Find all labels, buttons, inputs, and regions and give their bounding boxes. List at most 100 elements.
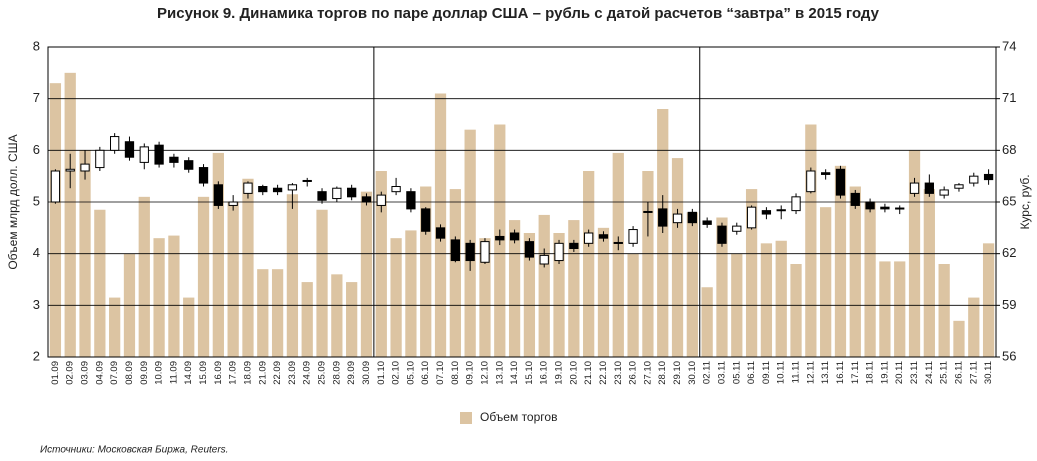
- x-tick-label: 06.11: [746, 361, 757, 384]
- bar: [583, 171, 595, 357]
- candle-body: [421, 208, 431, 232]
- bar: [316, 209, 328, 357]
- x-tick-label: 26.11: [953, 361, 964, 384]
- bar: [864, 202, 876, 357]
- y-tick-label: 8: [33, 38, 40, 53]
- bar: [538, 214, 550, 357]
- source: Источники: Московская Биржа, Reuters.: [40, 445, 228, 456]
- bar: [968, 297, 980, 357]
- y-tick-label: 6: [33, 142, 40, 157]
- x-tick-label: 30.09: [361, 361, 372, 385]
- bar: [64, 72, 76, 357]
- x-tick-label: 02.10: [391, 361, 402, 385]
- x-tick-label: 16.11: [835, 361, 846, 384]
- candle-body: [865, 201, 875, 210]
- candle-body: [347, 187, 357, 198]
- x-tick-label: 21.10: [583, 361, 594, 385]
- y2-tick-label: 62: [1002, 245, 1016, 260]
- bar: [923, 189, 935, 357]
- bar: [805, 124, 817, 357]
- x-tick-label: 16.10: [539, 361, 550, 385]
- x-tick-label: 01.10: [376, 361, 387, 385]
- x-tick-label: 20.10: [568, 361, 579, 385]
- x-tick-label: 27.10: [642, 361, 653, 385]
- bar: [612, 152, 624, 357]
- bar: [212, 152, 224, 357]
- x-tick-label: 04.09: [94, 361, 105, 385]
- x-tick-label: 03.09: [80, 361, 91, 385]
- x-tick-label: 14.09: [183, 361, 194, 385]
- bar: [420, 186, 432, 357]
- x-tick-label: 08.10: [450, 361, 461, 385]
- x-tick-label: 30.10: [687, 361, 698, 385]
- x-tick-label: 12.10: [479, 361, 490, 385]
- x-tick-label: 11.09: [168, 361, 179, 384]
- bar: [523, 233, 536, 357]
- bar: [716, 217, 728, 357]
- candle-body: [435, 227, 446, 239]
- y2-tick-label: 74: [1002, 38, 1016, 53]
- bar: [375, 171, 387, 357]
- x-tick-label: 29.10: [672, 361, 683, 385]
- x-tick-label: 22.09: [272, 361, 283, 385]
- bar: [508, 220, 521, 357]
- x-tick-label: 02.11: [702, 361, 713, 384]
- bar: [94, 209, 106, 357]
- x-tick-label: 07.09: [109, 361, 120, 385]
- candle-body: [302, 179, 312, 182]
- candle-body: [643, 210, 653, 213]
- bar: [360, 191, 373, 357]
- x-tick-label: 13.10: [494, 361, 505, 385]
- x-tick-label: 22.10: [598, 361, 609, 385]
- y2-axis-label: Курс, руб.: [1018, 174, 1032, 229]
- candle-body: [776, 209, 786, 212]
- candle-body: [554, 242, 564, 262]
- plot-frame: [47, 46, 997, 358]
- bar: [197, 196, 210, 357]
- x-tick-label: 06.10: [420, 361, 431, 385]
- bar: [138, 196, 150, 357]
- candle-body: [539, 254, 549, 265]
- bar: [894, 261, 906, 357]
- bar: [671, 158, 684, 357]
- y-tick-label: 7: [33, 90, 40, 105]
- bar: [346, 282, 358, 357]
- candle-body: [939, 189, 949, 196]
- candle-body: [258, 186, 268, 193]
- candle-body: [110, 136, 120, 151]
- bar: [331, 274, 343, 357]
- candle-body: [198, 167, 209, 184]
- x-tick-label: 23.10: [613, 361, 624, 385]
- bar: [227, 202, 239, 357]
- candle-body: [361, 196, 372, 203]
- bar: [849, 186, 861, 357]
- y-tick-label: 4: [33, 245, 40, 260]
- y2-tick-label: 68: [1002, 142, 1016, 157]
- x-tick-label: 24.11: [924, 361, 935, 384]
- candle-body: [243, 182, 253, 194]
- x-tick-label: 14.10: [509, 361, 520, 385]
- bar: [168, 235, 180, 357]
- bar: [820, 207, 832, 357]
- candle-body: [895, 207, 905, 210]
- x-tick-label: 15.10: [524, 361, 535, 385]
- candle-body: [658, 208, 668, 227]
- x-tick-label: 17.11: [850, 361, 861, 384]
- bar: [879, 261, 891, 357]
- candle-body: [480, 241, 490, 263]
- y2-tick-label: 59: [1002, 297, 1016, 312]
- bar: [745, 189, 758, 357]
- bar: [553, 233, 565, 357]
- bar: [775, 240, 787, 357]
- candle-body: [376, 194, 386, 206]
- bar: [568, 220, 580, 357]
- candle-body: [272, 187, 283, 193]
- bar: [760, 243, 773, 357]
- bar: [686, 212, 698, 357]
- candle-body: [95, 149, 105, 169]
- y-tick-label: 3: [33, 297, 40, 312]
- x-tick-label: 28.10: [657, 361, 668, 385]
- bar: [597, 227, 610, 357]
- candle-body: [317, 191, 327, 201]
- bar: [390, 238, 402, 357]
